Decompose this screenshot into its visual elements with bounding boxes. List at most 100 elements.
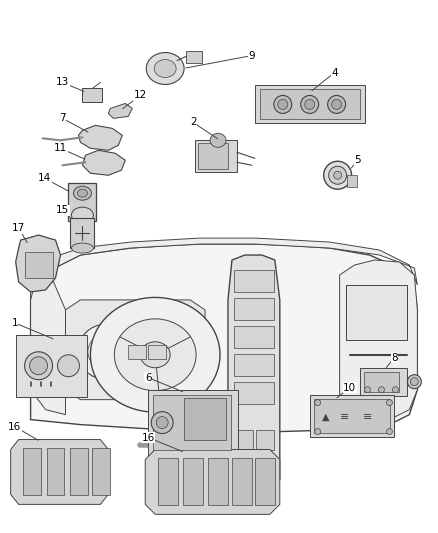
Polygon shape [339,260,417,422]
Ellipse shape [90,297,220,412]
Ellipse shape [314,429,321,434]
Ellipse shape [30,357,48,375]
Ellipse shape [138,325,193,379]
Text: 1: 1 [11,318,18,328]
Ellipse shape [392,386,399,393]
Polygon shape [78,125,122,150]
Bar [46,448,64,495]
Ellipse shape [324,161,352,189]
Polygon shape [228,255,280,489]
Ellipse shape [364,386,371,393]
Bar [234,270,274,292]
Bar [234,354,274,376]
Text: 17: 17 [12,223,25,233]
Text: 9: 9 [249,51,255,61]
Ellipse shape [314,400,321,406]
Bar [346,175,357,187]
Ellipse shape [140,342,170,368]
Text: ▲: ▲ [322,411,329,422]
Polygon shape [31,244,417,432]
Text: 14: 14 [38,173,51,183]
Text: 5: 5 [354,155,361,165]
Text: 12: 12 [134,91,147,100]
Bar [128,345,146,359]
Ellipse shape [74,186,92,200]
Ellipse shape [334,171,342,179]
Bar [346,285,407,340]
Bar [71,218,95,248]
Ellipse shape [25,352,53,379]
Ellipse shape [156,417,168,429]
Bar [92,448,110,495]
Ellipse shape [386,400,392,406]
Polygon shape [16,235,60,292]
Bar [68,183,96,221]
Ellipse shape [146,53,184,84]
Polygon shape [31,238,417,300]
Bar [25,252,53,278]
Bar [16,335,88,397]
Bar [234,298,274,320]
Polygon shape [145,449,280,514]
Text: 7: 7 [59,114,66,123]
Bar [208,457,228,505]
Ellipse shape [71,243,93,253]
Ellipse shape [328,166,346,184]
Polygon shape [31,275,66,415]
Ellipse shape [154,60,176,77]
Ellipse shape [78,189,88,197]
Text: 6: 6 [145,373,152,383]
Bar [234,382,274,403]
Polygon shape [82,150,125,175]
Bar [255,85,364,123]
Bar [256,430,274,449]
Bar [148,390,238,455]
Text: 16: 16 [141,433,155,442]
Ellipse shape [71,207,93,223]
Text: ≡: ≡ [340,411,349,422]
Bar [23,448,41,495]
Ellipse shape [274,95,292,114]
Ellipse shape [301,95,319,114]
Bar [158,457,178,505]
Bar [183,457,203,505]
Ellipse shape [305,100,314,109]
Ellipse shape [407,375,421,389]
Polygon shape [108,103,132,118]
Ellipse shape [328,95,346,114]
Ellipse shape [78,325,133,379]
Bar [364,372,399,392]
Bar [186,51,202,62]
Bar [148,345,166,359]
Bar [234,326,274,348]
Text: 8: 8 [391,353,398,363]
Text: ≡: ≡ [363,411,372,422]
Text: 13: 13 [56,77,69,87]
Text: 10: 10 [343,383,356,393]
Text: 2: 2 [190,117,196,127]
Bar [71,448,88,495]
Text: 15: 15 [56,205,69,215]
Polygon shape [11,440,108,504]
Text: 4: 4 [331,68,338,77]
Ellipse shape [410,378,418,386]
Ellipse shape [151,411,173,433]
Bar [184,398,226,440]
Bar [232,457,252,505]
Bar [255,457,275,505]
Ellipse shape [332,100,342,109]
Text: 11: 11 [54,143,67,154]
Bar [198,143,228,169]
Ellipse shape [210,133,226,147]
Ellipse shape [57,355,79,377]
Text: 16: 16 [8,422,21,432]
Ellipse shape [114,319,196,391]
Bar [360,368,407,395]
Ellipse shape [386,429,392,434]
Ellipse shape [378,386,385,393]
Bar [314,399,390,433]
Bar [235,430,253,449]
Polygon shape [66,300,205,400]
Bar [260,90,360,119]
Bar [310,394,395,437]
